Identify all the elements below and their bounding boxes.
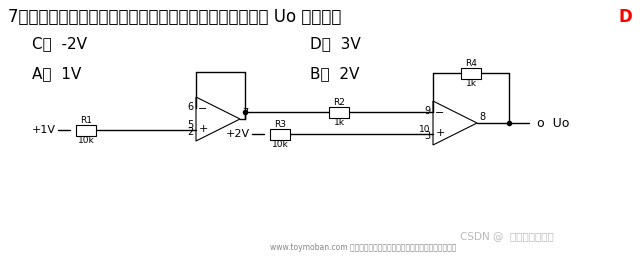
Text: 1k: 1k (333, 118, 345, 126)
Text: R1: R1 (80, 116, 92, 125)
Text: D．  3V: D． 3V (310, 37, 361, 52)
Bar (270, 128, 290, 140)
Polygon shape (433, 101, 477, 145)
Text: www.toymoban.com 网络图片仅供展示，非存储，如有侵权请联系删除。: www.toymoban.com 网络图片仅供展示，非存储，如有侵权请联系删除。 (270, 243, 456, 252)
Bar (329, 106, 349, 118)
Text: −: − (435, 108, 445, 118)
Text: 7）由理想运算放大器构成的电路如下图所示，其输出电压 Uo 为（）。: 7）由理想运算放大器构成的电路如下图所示，其输出电压 Uo 为（）。 (8, 8, 342, 26)
Text: 3: 3 (424, 131, 430, 141)
Text: A．  1V: A． 1V (32, 67, 82, 82)
Text: R2: R2 (333, 97, 345, 106)
Text: 9: 9 (424, 106, 430, 116)
Text: 5: 5 (187, 120, 193, 130)
Text: 8: 8 (479, 112, 485, 122)
Bar (76, 125, 96, 135)
Text: D: D (619, 8, 633, 26)
Text: 10k: 10k (272, 140, 288, 148)
Text: 10: 10 (419, 125, 430, 133)
Polygon shape (196, 97, 240, 141)
Text: +1V: +1V (32, 125, 56, 135)
Text: +: + (198, 124, 208, 134)
Text: B．  2V: B． 2V (310, 67, 360, 82)
Text: 6: 6 (187, 102, 193, 112)
Text: 1k: 1k (465, 78, 476, 88)
Text: +: + (435, 128, 445, 138)
Text: 10k: 10k (78, 135, 94, 145)
Text: o  Uo: o Uo (537, 117, 569, 130)
Text: C．  -2V: C． -2V (32, 37, 87, 52)
Bar (461, 68, 481, 78)
Text: 2: 2 (187, 127, 193, 137)
Text: +2V: +2V (226, 129, 250, 139)
Text: R4: R4 (465, 59, 477, 68)
Text: R3: R3 (274, 119, 286, 128)
Text: −: − (198, 104, 208, 114)
Text: 7: 7 (242, 108, 248, 118)
Text: CSDN @ 黑心袐卜三条杠: CSDN @ 黑心袐卜三条杠 (460, 231, 554, 241)
